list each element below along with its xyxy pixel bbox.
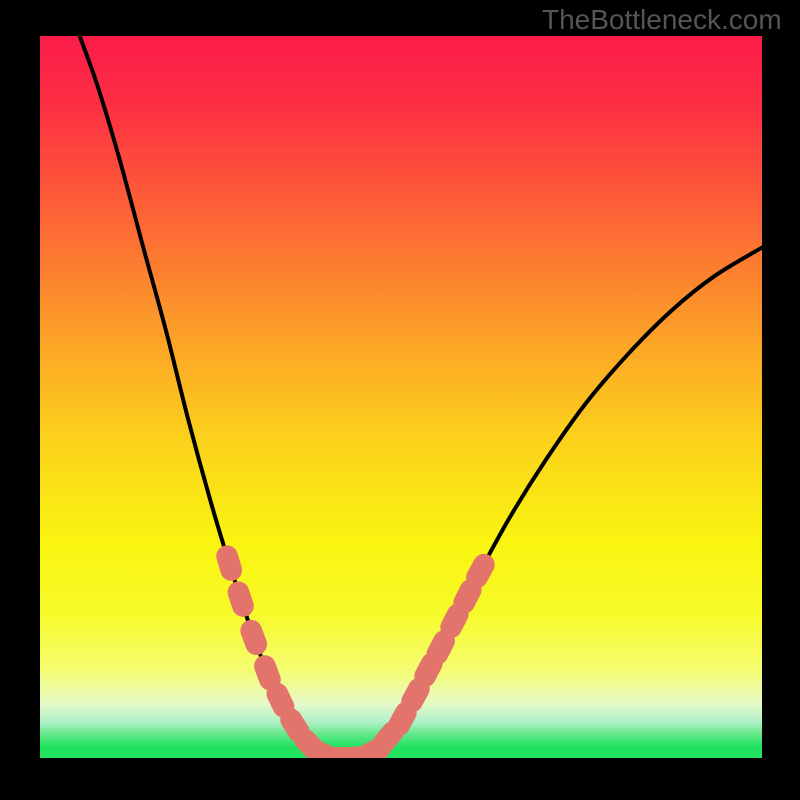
curve-layer — [40, 36, 762, 758]
chart-frame: TheBottleneck.com — [0, 0, 800, 800]
plot-area — [40, 36, 762, 758]
watermark-text: TheBottleneck.com — [542, 4, 782, 36]
curve-marker — [237, 617, 270, 658]
curve-marker — [214, 543, 245, 584]
bottleneck-curve — [80, 36, 762, 758]
curve-marker — [225, 579, 257, 620]
